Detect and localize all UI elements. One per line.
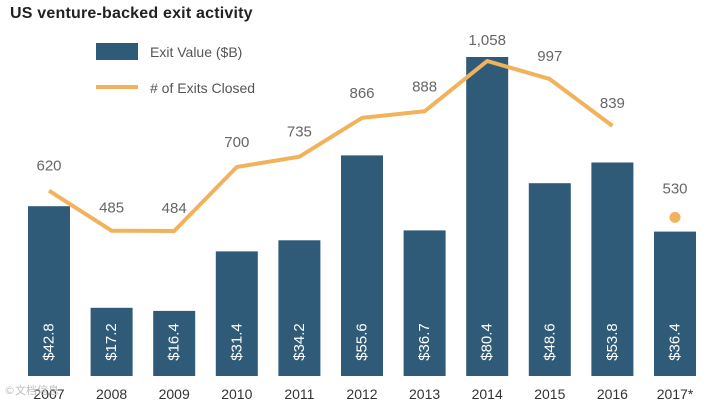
- bar-2007: [28, 206, 70, 376]
- exits-label-2014: 1,058: [468, 32, 506, 49]
- bar-label-2008: $17.2: [103, 323, 120, 361]
- bar-2016: [591, 162, 634, 376]
- exits-label-2008: 485: [99, 200, 124, 217]
- bar-label-2007: $42.8: [41, 323, 58, 361]
- bar-label-2012: $55.6: [354, 323, 371, 361]
- bar-2017*: [654, 231, 696, 376]
- exits-label-2013: 888: [412, 78, 437, 95]
- bar-label-2016: $53.8: [604, 323, 621, 361]
- legend-bar-swatch: [96, 43, 138, 60]
- exits-line: [47, 59, 614, 233]
- bar-2012: [341, 155, 383, 376]
- exits-label-2017*: 530: [662, 180, 687, 197]
- bar-2010: [215, 251, 258, 376]
- bar-label-2010: $31.4: [228, 323, 245, 361]
- legend-line-label: # of Exits Closed: [150, 80, 255, 96]
- x-tick-2007: 2007: [33, 386, 64, 402]
- x-tick-2009: 2009: [159, 386, 190, 402]
- x-tick-2011: 2011: [284, 386, 314, 402]
- bar-2015: [528, 183, 571, 376]
- x-tick-2008: 2008: [96, 386, 127, 402]
- bar-2014: [466, 57, 509, 376]
- x-tick-2010: 2010: [221, 386, 252, 402]
- bar-2013: [403, 230, 446, 376]
- bar-label-2015: $48.6: [541, 323, 558, 361]
- exits-label-2015: 997: [537, 48, 562, 65]
- legend: Exit Value ($B) # of Exits Closed: [96, 43, 255, 96]
- bar-label-2014: $80.4: [479, 323, 496, 361]
- x-tick-2016: 2016: [597, 386, 628, 402]
- watermark: ©文档信息: [4, 384, 59, 397]
- x-tick-2012: 2012: [346, 386, 377, 402]
- exits-label-2012: 866: [349, 85, 374, 102]
- x-tick-2017*: 2017*: [657, 386, 694, 402]
- exits-label-2007: 620: [36, 158, 61, 175]
- exits-label-2009: 484: [162, 200, 187, 217]
- x-tick-2013: 2013: [409, 386, 440, 402]
- x-tick-2015: 2015: [534, 386, 565, 402]
- exits-label-2011: 735: [287, 124, 312, 141]
- exits-point-2017*: [669, 211, 681, 223]
- exits-label-2010: 700: [224, 134, 249, 151]
- legend-bar-label: Exit Value ($B): [150, 44, 242, 60]
- x-tick-2014: 2014: [472, 386, 503, 402]
- bar-2011: [278, 240, 321, 376]
- bar-label-2009: $16.4: [166, 323, 183, 361]
- exits-label-2016: 839: [600, 95, 625, 112]
- bar-2009: [153, 310, 196, 376]
- bar-2008: [90, 307, 133, 376]
- bar-label-2013: $36.7: [416, 323, 433, 361]
- chart-title: US venture-backed exit activity: [10, 5, 253, 22]
- bar-label-2011: $34.2: [291, 323, 308, 361]
- bar-label-2017*: $36.4: [667, 323, 684, 361]
